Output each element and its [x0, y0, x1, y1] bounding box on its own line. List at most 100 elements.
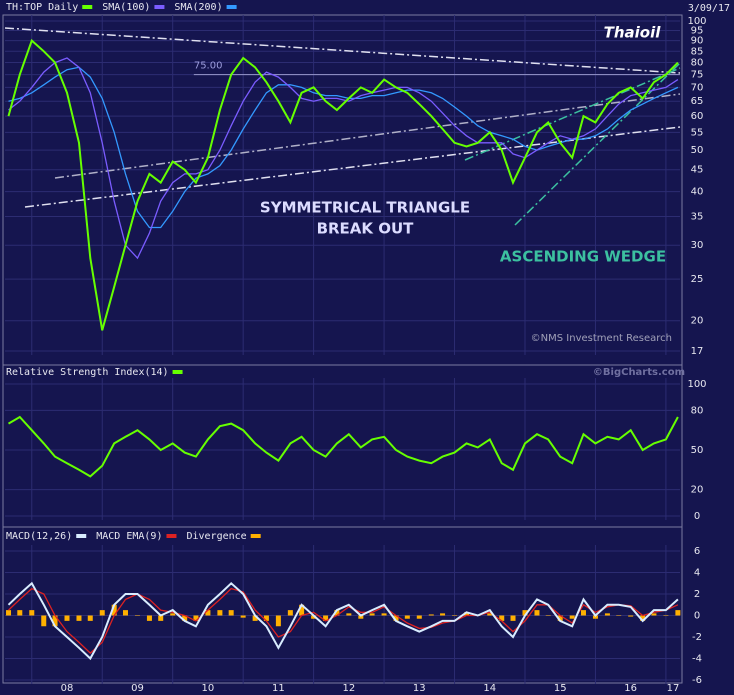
divergence-bar: [193, 615, 199, 621]
divergence-bar: [252, 615, 258, 621]
divergence-bar: [440, 613, 446, 616]
y-tick-label: 35: [691, 212, 704, 223]
divergence-bar: [217, 610, 223, 616]
legend-label: TH:TOP Daily: [6, 2, 78, 13]
legend-label: MACD(12,26): [6, 531, 72, 542]
series-line: [7, 415, 679, 478]
divergence-bar: [263, 615, 269, 621]
y-tick-label: 100: [687, 379, 706, 390]
y-tick-label: 50: [691, 445, 704, 456]
x-tick-label: 14: [483, 683, 496, 694]
divergence-bar: [52, 615, 58, 627]
divergence-bar: [428, 614, 434, 616]
trend-line: [54, 93, 681, 179]
divergence-bar: [358, 615, 364, 619]
divergence-bar: [369, 613, 375, 616]
divergence-bar: [510, 615, 516, 621]
marks: [6, 38, 681, 661]
series-line: [7, 581, 679, 661]
price-panel: [2, 14, 683, 366]
divergence-bar: [499, 615, 505, 621]
y-tick-label: 2: [694, 589, 700, 600]
legend-swatch: [226, 5, 237, 9]
divergence-bar: [464, 612, 470, 616]
divergence-bar: [275, 615, 281, 627]
divergence-bar: [592, 615, 598, 619]
divergence-bar: [651, 613, 657, 616]
x-tick-label: 11: [272, 683, 285, 694]
legend-swatch: [76, 534, 87, 538]
divergence-bar: [299, 604, 305, 616]
legend-swatch: [172, 370, 183, 374]
legend-label: SMA(200): [174, 2, 222, 13]
divergence-bar: [311, 615, 317, 619]
legend-label: Relative Strength Index(14): [6, 367, 169, 378]
divergence-bar: [134, 615, 140, 616]
legend-swatch: [154, 5, 165, 9]
series-line: [7, 38, 679, 331]
legend-swatch: [250, 534, 261, 538]
x-tick-label: 10: [202, 683, 215, 694]
divergence-bar: [323, 615, 329, 621]
divergence-bar: [640, 615, 646, 621]
copyright: ©NMS Investment Research: [531, 333, 672, 344]
divergence-bar: [41, 615, 47, 627]
divergence-bar: [205, 610, 211, 616]
divergence-bar: [64, 615, 70, 621]
level-label: 75.00: [194, 61, 223, 72]
y-tick-label: 90: [691, 36, 704, 47]
y-tick-label: 70: [691, 82, 704, 93]
y-tick-label: -2: [692, 632, 702, 643]
divergence-bar: [334, 610, 340, 616]
y-tick-label: 45: [691, 165, 704, 176]
y-tick-label: -4: [692, 654, 702, 665]
divergence-bar: [663, 615, 669, 616]
source: ©BigCharts.com: [593, 367, 685, 378]
y-tick-label: 100: [687, 16, 706, 27]
y-tick-label: 95: [691, 26, 704, 37]
date: 3/09/17: [688, 3, 730, 14]
divergence-bar: [87, 615, 93, 621]
divergence-bar: [182, 615, 188, 621]
y-tick-label: 6: [694, 546, 700, 557]
divergence-bar: [287, 610, 293, 616]
y-tick-label: 17: [691, 346, 704, 357]
divergence-bar: [604, 613, 610, 616]
divergence-bar: [17, 610, 23, 616]
y-tick-label: 55: [691, 127, 704, 138]
y-tick-label: 75: [691, 70, 704, 81]
trend-line: [4, 27, 681, 74]
divergence-bar: [557, 615, 563, 621]
series-line: [8, 587, 679, 654]
y-tick-label: 65: [691, 96, 704, 107]
legend-label: Divergence: [186, 531, 246, 542]
divergence-bar: [534, 610, 540, 616]
series-line: [8, 57, 679, 260]
y-tick-label: 85: [691, 46, 704, 57]
divergence-bar: [240, 615, 246, 618]
y-tick-label: 4: [694, 568, 700, 579]
divergence-bar: [76, 615, 82, 621]
x-tick-label: 13: [413, 683, 426, 694]
x-tick-label: 12: [342, 683, 355, 694]
divergence-bar: [487, 613, 493, 616]
series-line: [8, 66, 679, 229]
divergence-bar: [545, 615, 551, 616]
y-tick-label: 20: [691, 485, 704, 496]
divergence-bar: [99, 610, 105, 616]
divergence-bar: [580, 610, 586, 616]
x-tick-label: 15: [554, 683, 567, 694]
y-tick-label: 80: [691, 58, 704, 69]
rsi-panel: [2, 364, 683, 528]
y-tick-label: 30: [691, 240, 704, 251]
divergence-bar: [416, 615, 422, 619]
logo: Thaioil: [604, 24, 662, 42]
divergence-bar: [346, 613, 352, 616]
divergence-bar: [522, 610, 528, 616]
divergence-bar: [170, 613, 176, 616]
divergence-bar: [122, 610, 128, 616]
y-tick-label: 40: [691, 187, 704, 198]
legend-label: SMA(100): [102, 2, 150, 13]
x-tick-label: 09: [131, 683, 144, 694]
